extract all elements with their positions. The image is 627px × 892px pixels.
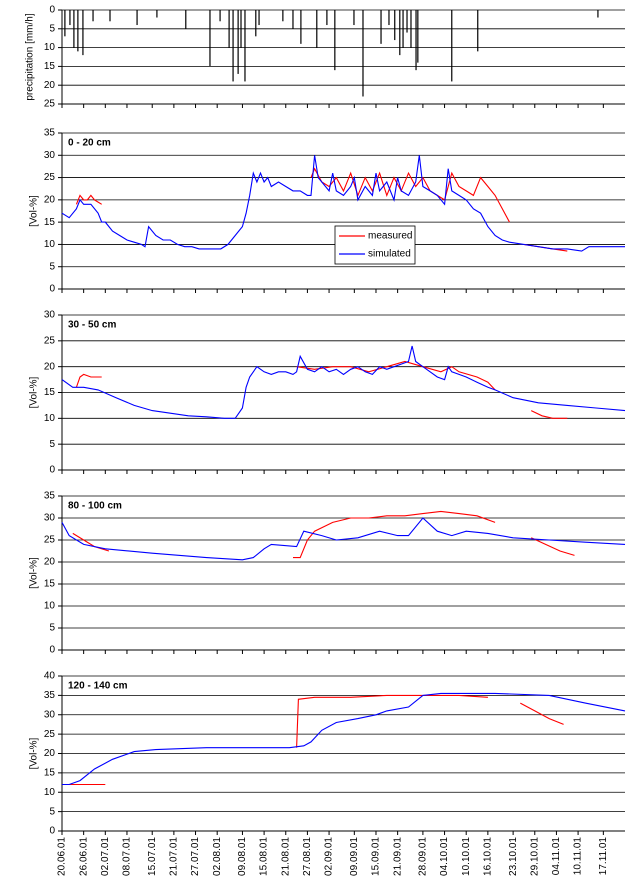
y-tick-label: 25 (44, 335, 56, 346)
panel: 0 5 10 15 20 25 30 35 [Vol-%] 80 - 100 cm (29, 491, 626, 656)
y-tick-label: 5 (49, 623, 55, 634)
x-tick-label: 04.11.01 (551, 837, 562, 876)
y-tick-label: 40 (44, 671, 56, 682)
x-tick-label: 17.11.01 (598, 837, 609, 876)
panel-title: 80 - 100 cm (68, 501, 122, 512)
x-tick-label: 15.08.01 (259, 837, 270, 876)
y-axis-label: [Vol-%] (29, 737, 40, 769)
y-tick-label: 0 (49, 826, 55, 837)
x-tick-label: 23.10.01 (508, 837, 519, 876)
legend-box (334, 225, 416, 265)
y-tick-label: 0 (49, 5, 55, 16)
y-tick-label: 25 (44, 729, 56, 740)
x-tick-label: 10.11.01 (573, 837, 584, 876)
y-tick-label: 20 (44, 80, 56, 91)
y-tick-label: 20 (44, 361, 56, 372)
series-line (75, 167, 568, 252)
y-tick-label: 15 (44, 61, 56, 72)
panel: 0 5 10 15 20 25 30 35 40 [Vol-%] 120 - 140 cm (29, 671, 626, 837)
y-tick-label: 0 (49, 465, 55, 476)
x-tick-label: 15.07.01 (147, 837, 158, 876)
x-tick-label: 21.07.01 (169, 837, 180, 876)
series-line (62, 692, 626, 786)
y-tick-label: 30 (44, 709, 56, 720)
legend: measured simulated (334, 225, 416, 265)
x-tick-label: 20.06.01 (57, 837, 68, 876)
panel-title: 120 - 140 cm (68, 681, 128, 692)
panel: 0 5 10 15 20 25 30 [Vol-%] 30 - 50 cm (29, 310, 626, 476)
y-tick-label: 30 (44, 513, 56, 524)
y-tick-label: 25 (44, 535, 56, 546)
y-tick-label: 30 (44, 310, 56, 321)
y-tick-label: 20 (44, 557, 56, 568)
x-tick-label: 16.10.01 (482, 837, 493, 876)
y-axis-label: [Vol-%] (29, 195, 40, 227)
y-tick-label: 10 (44, 42, 56, 53)
legend-label: measured (368, 231, 412, 242)
panel: 0 5 10 15 20 25 30 35 [Vol-%] 0 - 20 cm measured si… (29, 128, 625, 295)
x-tick-label: 26.06.01 (78, 837, 89, 876)
x-tick-label: 02.08.01 (212, 837, 223, 876)
y-tick-label: 0 (49, 284, 55, 295)
y-tick-label: 35 (44, 128, 56, 139)
y-tick-label: 15 (44, 387, 56, 398)
y-tick-label: 20 (44, 748, 56, 759)
y-axis-label: [Vol-%] (29, 376, 40, 408)
y-tick-label: 15 (44, 579, 56, 590)
series-line (61, 517, 626, 561)
x-tick-label: 15.09.01 (371, 837, 382, 876)
x-tick-label: 04.10.01 (439, 837, 450, 876)
y-tick-label: 15 (44, 768, 56, 779)
x-tick-label: 21.08.01 (280, 837, 291, 876)
y-tick-label: 10 (44, 601, 56, 612)
y-tick-label: 10 (44, 787, 56, 798)
x-tick-label: 21.09.01 (392, 837, 403, 876)
y-tick-label: 35 (44, 491, 56, 502)
y-tick-label: 10 (44, 239, 56, 250)
y-tick-label: 30 (44, 150, 56, 161)
x-tick-label: 28.09.01 (418, 837, 429, 876)
y-tick-label: 20 (44, 194, 56, 205)
y-tick-label: 5 (49, 439, 55, 450)
x-tick-label: 29.10.01 (529, 837, 540, 876)
y-tick-label: 15 (44, 217, 56, 228)
series-line (75, 360, 568, 419)
y-tick-label: 10 (44, 413, 56, 424)
x-tick-label: 10.10.01 (461, 837, 472, 876)
x-tick-label: 09.09.01 (349, 837, 360, 876)
y-axis-label: [Vol-%] (29, 557, 40, 589)
y-tick-label: 25 (44, 172, 56, 183)
x-tick-label: 09.08.01 (237, 837, 248, 876)
y-tick-label: 5 (49, 23, 55, 34)
x-tick-label: 02.07.01 (100, 837, 111, 876)
y-tick-label: 0 (49, 645, 55, 656)
panel-title: 30 - 50 cm (68, 320, 116, 331)
y-tick-label: 5 (49, 261, 55, 272)
x-tick-label: 02.09.01 (324, 837, 335, 876)
y-tick-label: 35 (44, 690, 56, 701)
series-line (61, 345, 626, 419)
series-line (61, 155, 625, 252)
series-line (72, 510, 575, 559)
panel-title: 0 - 20 cm (68, 138, 111, 149)
panel: 0 5 10 15 20 25 precipitation [mm/h] (25, 5, 625, 110)
x-tick-label: 27.08.01 (302, 837, 313, 876)
y-axis-label: precipitation [mm/h] (25, 13, 36, 100)
y-tick-label: 5 (49, 806, 55, 817)
x-tick-label: 08.07.01 (122, 837, 133, 876)
x-tick-label: 27.07.01 (190, 837, 201, 876)
legend-label: simulated (368, 249, 411, 260)
y-tick-label: 25 (44, 99, 56, 110)
